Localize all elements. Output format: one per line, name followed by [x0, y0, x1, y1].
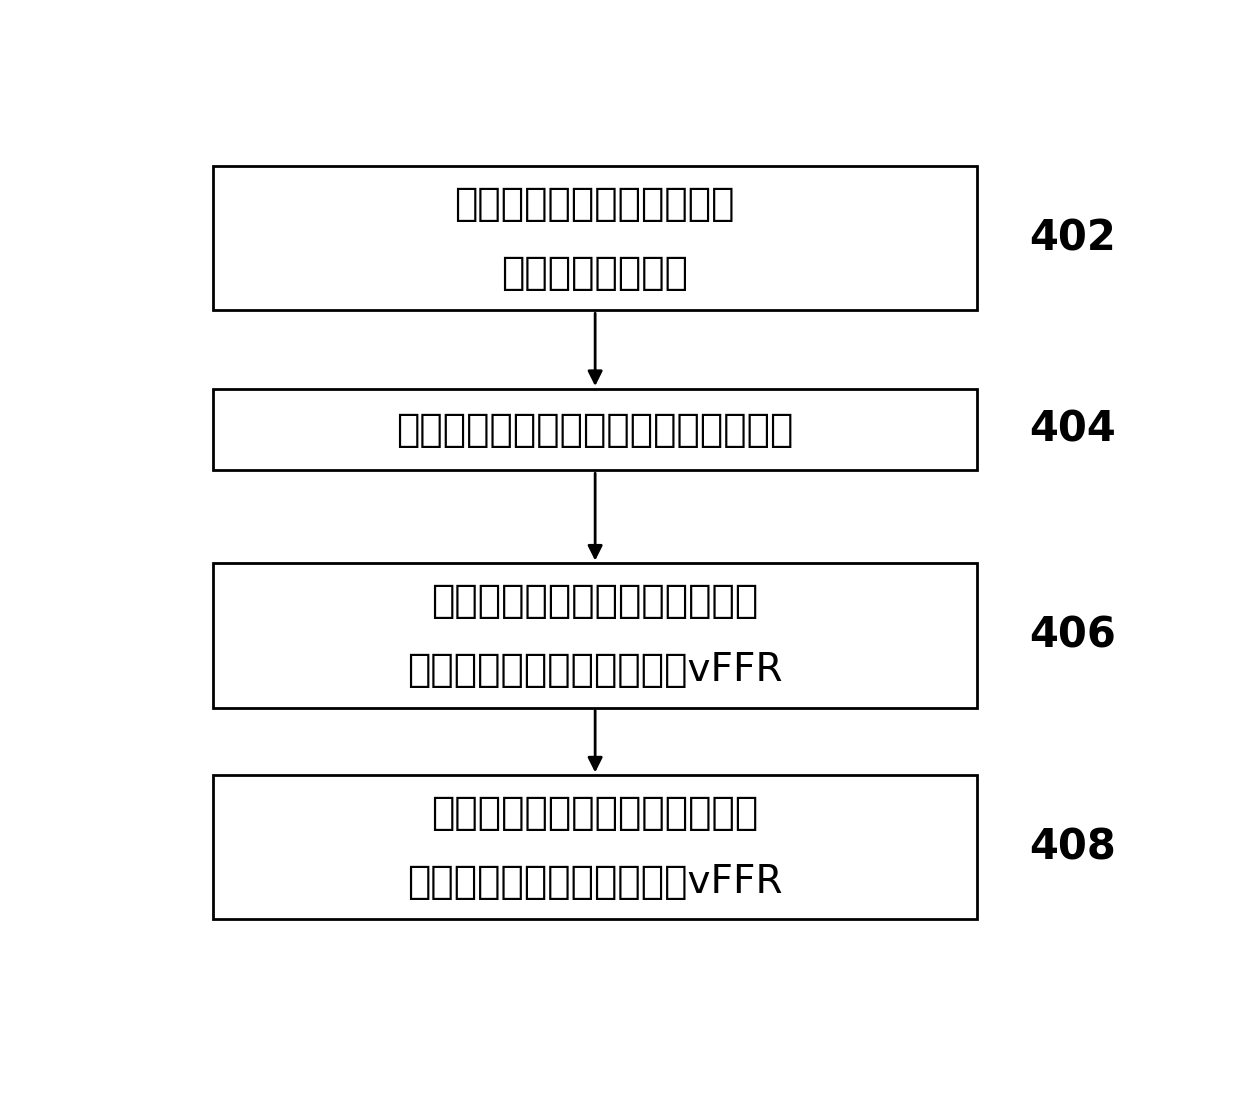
- Text: 404: 404: [1029, 409, 1116, 451]
- Bar: [213, 775, 977, 919]
- Text: 从医学图像提取患者特定的: 从医学图像提取患者特定的: [454, 185, 735, 223]
- Text: 402: 402: [1029, 217, 1116, 260]
- Text: 使用经训练的第一回归模型预测: 使用经训练的第一回归模型预测: [432, 583, 759, 620]
- Text: 408: 408: [1029, 827, 1116, 868]
- Text: 狭窄区域中所有测量点处的vFFR: 狭窄区域中所有测量点处的vFFR: [407, 862, 782, 900]
- Bar: [213, 564, 977, 707]
- Text: 健康分段中所有测量点处的vFFR: 健康分段中所有测量点处的vFFR: [407, 651, 782, 688]
- Bar: [213, 389, 977, 470]
- Text: 提取患者特定的冠状动脉树的几何特征: 提取患者特定的冠状动脉树的几何特征: [396, 411, 794, 449]
- Bar: [213, 166, 977, 311]
- Text: 冠状动脉几何结构: 冠状动脉几何结构: [501, 254, 688, 292]
- Text: 使用经训练的第二回归模型预测: 使用经训练的第二回归模型预测: [432, 794, 759, 832]
- Text: 406: 406: [1029, 615, 1116, 656]
